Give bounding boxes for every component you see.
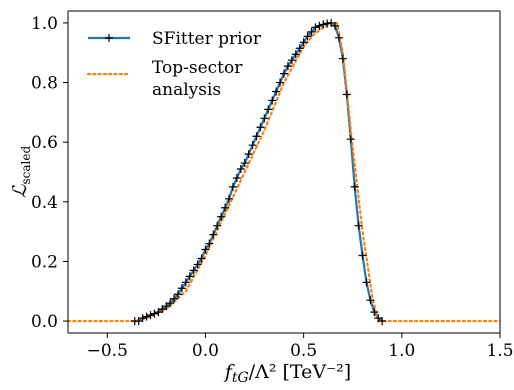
data-point [276,78,285,87]
data-point [299,38,308,47]
data-point [240,159,249,168]
data-point [256,123,265,132]
data-point [264,105,273,114]
data-point [295,44,304,53]
data-point [142,312,151,321]
data-point [307,27,316,36]
data-point [248,141,257,150]
data-point [291,50,300,59]
data-point [366,296,375,305]
data-point [315,21,324,30]
legend-label-sfitter: SFitter prior [152,29,262,49]
data-point [362,278,371,287]
series-line-1 [68,21,500,323]
data-point [280,69,288,78]
data-point [221,203,230,212]
series-markers-0 [130,18,387,326]
data-point [236,165,245,174]
data-point [225,194,234,203]
data-point [201,245,210,254]
data-point [272,87,281,96]
y-tick-label: 0.8 [31,74,58,94]
x-tick-label: 0.0 [192,341,219,361]
data-point [209,230,218,239]
data-point [370,308,379,317]
data-point [181,278,190,287]
data-point [319,20,328,29]
data-point [146,311,155,320]
plot-frame [67,10,501,334]
data-point [173,290,182,299]
data-point [342,90,351,99]
data-point [228,182,237,191]
data-point [166,299,175,308]
y-tick-label: 0.4 [31,193,58,213]
legend-label-top-sector: Top-sector analysis [152,58,243,100]
data-point [287,56,296,65]
data-point [354,221,363,230]
data-point [358,251,367,260]
legend-marker-sfitter [105,34,113,42]
data-point [189,266,198,275]
data-point [268,96,277,105]
data-point [334,33,343,42]
data-point [346,135,355,144]
data-point [213,221,222,230]
y-axis-label: ℒscaled [9,146,33,199]
data-point [177,284,186,293]
data-point [260,114,269,123]
y-tick-label: 0.6 [31,133,58,153]
x-axis-label: ftG/Λ² [TeV⁻²] [223,361,351,385]
axes-layer: −0.5 0.0 0.5 1.0 1.5 0.0 0.2 0.4 0.6 0.8 1.0 ftG/Λ²… [9,10,514,386]
y-tick-label: 0.0 [31,312,58,332]
data-point [232,173,241,182]
data-point [193,260,202,269]
data-point [350,182,359,191]
y-tick-label: 0.2 [31,252,58,272]
data-point [205,239,214,248]
plot-layer [68,18,500,326]
x-tick-label: 1.0 [388,341,415,361]
x-tick-label: −0.5 [87,341,128,361]
data-point [197,254,206,263]
x-tick-label: 0.5 [290,341,317,361]
data-point [150,309,159,318]
y-tick-label: 1.0 [31,14,58,34]
data-point [217,212,226,221]
data-point [283,62,292,71]
data-point [170,294,179,303]
data-point [185,272,194,281]
data-point [378,317,387,326]
legend: SFitter prior Top-sector analysis [86,29,262,100]
data-point [331,21,340,30]
data-point [303,32,312,41]
x-tick-label: 1.5 [486,341,513,361]
data-point [138,314,147,323]
data-point [311,23,320,32]
data-point [244,150,253,159]
data-point [252,132,261,141]
data-point [338,54,347,63]
